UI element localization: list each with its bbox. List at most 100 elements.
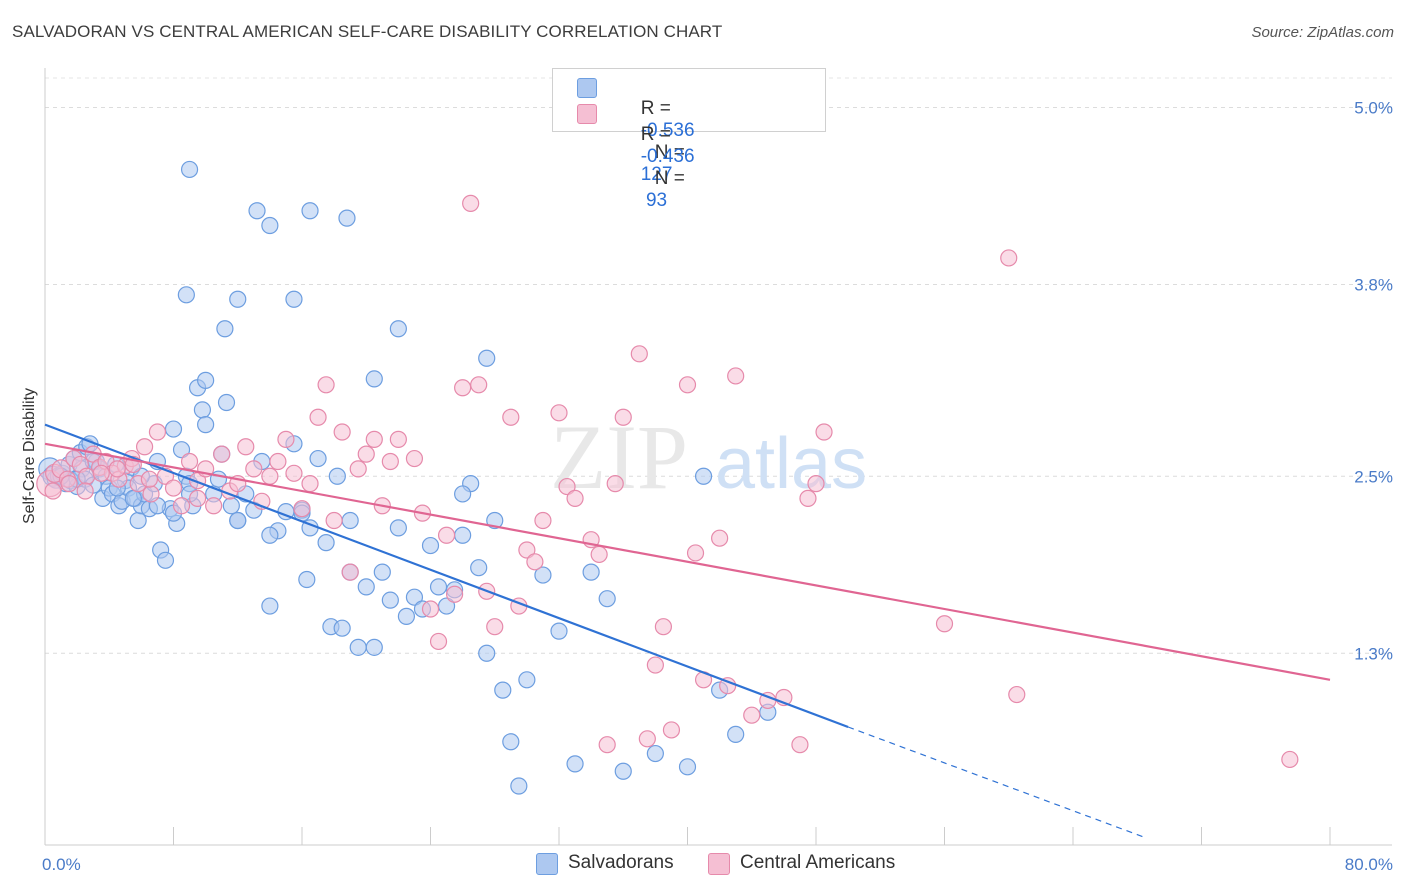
point-central-americans bbox=[654, 618, 673, 636]
point-central-americans bbox=[325, 511, 343, 530]
point-central-americans bbox=[333, 423, 351, 441]
point-central-americans bbox=[630, 345, 648, 363]
point-salvadorans bbox=[598, 590, 616, 608]
point-salvadorans bbox=[261, 597, 279, 615]
point-central-americans bbox=[807, 475, 825, 493]
point-salvadorans bbox=[177, 286, 195, 304]
point-central-americans bbox=[205, 497, 223, 515]
point-central-americans bbox=[502, 408, 520, 426]
point-central-americans bbox=[381, 452, 399, 471]
point-central-americans bbox=[429, 632, 448, 651]
y-tick-label: 2.5% bbox=[1354, 467, 1393, 486]
point-central-americans bbox=[108, 460, 126, 478]
point-salvadorans bbox=[405, 588, 424, 606]
trend-lines bbox=[44, 423, 1331, 839]
legend-row-salvadorans: R = -0.536 N = 127 bbox=[577, 76, 695, 185]
point-salvadorans bbox=[614, 762, 632, 780]
point-salvadorans bbox=[156, 551, 175, 569]
point-central-americans bbox=[164, 479, 183, 497]
point-salvadorans bbox=[429, 578, 448, 596]
point-salvadorans bbox=[470, 559, 488, 577]
point-central-americans bbox=[365, 430, 383, 448]
point-central-americans bbox=[534, 511, 552, 530]
point-salvadorans bbox=[727, 725, 745, 743]
point-salvadorans bbox=[454, 485, 472, 503]
legend-swatch-central-americans bbox=[577, 104, 597, 124]
point-central-americans bbox=[237, 438, 255, 456]
point-salvadorans bbox=[421, 536, 440, 555]
point-salvadorans bbox=[494, 681, 512, 699]
point-central-americans bbox=[44, 482, 62, 500]
point-salvadorans bbox=[389, 519, 407, 537]
point-salvadorans bbox=[646, 744, 664, 763]
point-central-americans bbox=[1000, 249, 1018, 267]
point-salvadorans bbox=[164, 420, 183, 438]
point-central-americans bbox=[142, 485, 160, 503]
trend-line-central-americans bbox=[44, 442, 1331, 681]
point-central-americans bbox=[437, 526, 456, 544]
point-salvadorans bbox=[229, 511, 247, 530]
legend-r-label: R = bbox=[640, 124, 671, 145]
point-salvadorans bbox=[124, 489, 142, 507]
legend-label-salvadorans: Salvadorans bbox=[568, 852, 674, 873]
point-central-americans bbox=[678, 376, 697, 394]
point-central-americans bbox=[454, 379, 472, 397]
legend-n-label: N = bbox=[654, 168, 685, 189]
point-central-americans bbox=[357, 445, 375, 463]
point-central-americans bbox=[526, 553, 544, 571]
point-salvadorans bbox=[172, 441, 191, 459]
legend-swatch-salvadorans bbox=[577, 78, 597, 98]
legend-row-central-americans: R = -0.436 N = 93 bbox=[577, 102, 695, 211]
trend-line-salvadorans bbox=[44, 423, 849, 729]
point-central-americans bbox=[550, 404, 568, 422]
point-salvadorans bbox=[397, 607, 416, 625]
legend-r-value: -0.436 bbox=[640, 146, 695, 167]
point-salvadorans bbox=[261, 216, 279, 235]
point-central-americans bbox=[1008, 685, 1026, 704]
point-central-americans bbox=[180, 452, 199, 471]
point-central-americans bbox=[727, 367, 745, 385]
point-salvadorans bbox=[229, 290, 247, 308]
point-central-americans bbox=[389, 430, 407, 448]
point-central-americans bbox=[638, 730, 656, 748]
point-salvadorans bbox=[373, 563, 391, 581]
point-central-americans bbox=[799, 489, 817, 507]
point-salvadorans bbox=[222, 497, 240, 515]
legend-n-value: 127 bbox=[640, 164, 673, 185]
point-central-americans bbox=[349, 460, 367, 478]
point-central-americans bbox=[470, 376, 488, 394]
point-central-americans bbox=[606, 475, 624, 493]
x-tick-label-max: 80.0% bbox=[1345, 855, 1393, 874]
point-salvadorans bbox=[285, 290, 303, 308]
point-central-americans bbox=[462, 194, 480, 212]
point-central-americans bbox=[309, 408, 327, 426]
point-salvadorans bbox=[309, 449, 327, 468]
point-salvadorans bbox=[486, 511, 504, 530]
point-salvadorans bbox=[454, 526, 472, 544]
x-tick-label-min: 0.0% bbox=[42, 855, 81, 874]
y-axis-label: Self-Care Disability bbox=[21, 388, 38, 524]
point-central-americans bbox=[590, 545, 608, 564]
point-central-americans bbox=[148, 423, 167, 441]
point-salvadorans bbox=[478, 349, 496, 367]
point-salvadorans bbox=[261, 526, 279, 544]
point-central-americans bbox=[686, 544, 705, 562]
legend-swatch-central-americans bbox=[708, 853, 730, 875]
point-central-americans bbox=[558, 477, 576, 496]
legend-label-central-americans: Central Americans bbox=[740, 852, 896, 873]
point-central-americans bbox=[261, 467, 279, 485]
point-salvadorans bbox=[365, 638, 383, 656]
point-central-americans bbox=[269, 452, 287, 471]
point-salvadorans bbox=[197, 371, 215, 389]
point-salvadorans bbox=[341, 511, 359, 530]
legend-r-label: R = bbox=[640, 98, 671, 119]
tick-labels: 1.3% 2.5% 3.8% 5.0% 0.0% 80.0% bbox=[42, 99, 1393, 875]
point-central-americans bbox=[293, 500, 311, 518]
point-salvadorans bbox=[298, 570, 316, 589]
point-central-americans bbox=[598, 736, 616, 754]
point-salvadorans bbox=[180, 160, 199, 179]
point-salvadorans bbox=[550, 622, 568, 640]
data-points bbox=[36, 160, 1299, 795]
point-central-americans bbox=[301, 475, 319, 493]
